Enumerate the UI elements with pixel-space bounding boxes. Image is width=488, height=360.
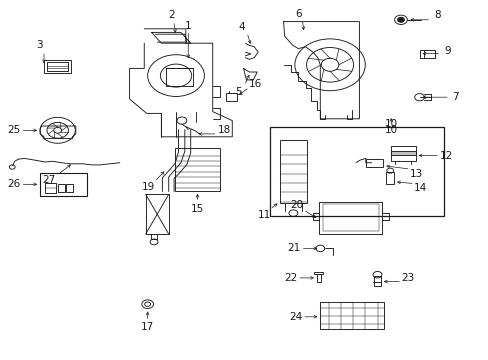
Text: 27: 27 — [42, 175, 56, 185]
Bar — [47, 62, 68, 71]
Bar — [322, 204, 378, 231]
Bar — [314, 272, 323, 274]
Text: 3: 3 — [36, 40, 42, 50]
Text: 9: 9 — [443, 46, 450, 56]
Text: 6: 6 — [294, 9, 301, 19]
Bar — [320, 302, 383, 329]
Bar — [58, 184, 64, 192]
Bar — [419, 50, 434, 58]
Text: 11: 11 — [257, 210, 270, 220]
Bar — [365, 159, 383, 167]
Bar — [390, 151, 415, 155]
Bar — [279, 140, 306, 203]
Text: 8: 8 — [433, 10, 440, 20]
Bar — [225, 93, 236, 101]
Bar — [40, 173, 86, 196]
Text: 25: 25 — [7, 125, 20, 135]
Text: 20: 20 — [290, 200, 303, 210]
Text: 12: 12 — [438, 150, 452, 161]
Text: 10: 10 — [384, 125, 397, 135]
Text: 10: 10 — [384, 119, 397, 129]
Bar — [318, 202, 382, 234]
Text: 21: 21 — [286, 243, 300, 253]
Bar — [175, 148, 220, 191]
Text: 2: 2 — [167, 10, 174, 20]
Bar — [45, 183, 56, 193]
Text: 13: 13 — [409, 168, 423, 179]
Bar — [269, 127, 443, 216]
Text: 23: 23 — [401, 273, 414, 283]
Text: 4: 4 — [238, 22, 245, 32]
Circle shape — [397, 17, 404, 22]
Text: 1: 1 — [184, 21, 191, 31]
Text: 18: 18 — [217, 125, 230, 135]
Text: 19: 19 — [142, 182, 155, 192]
Text: 16: 16 — [248, 78, 262, 89]
Bar — [316, 274, 320, 282]
Text: 5: 5 — [235, 87, 242, 97]
Text: 24: 24 — [288, 312, 302, 322]
Bar — [44, 60, 71, 73]
Text: 22: 22 — [284, 273, 297, 283]
Text: 15: 15 — [190, 204, 204, 214]
Bar — [386, 172, 393, 184]
Text: 14: 14 — [413, 183, 427, 193]
Text: 26: 26 — [7, 179, 20, 189]
Bar — [390, 146, 415, 161]
Bar — [373, 276, 380, 286]
Text: 17: 17 — [141, 322, 154, 332]
Bar — [66, 184, 73, 192]
Text: 7: 7 — [451, 92, 458, 102]
